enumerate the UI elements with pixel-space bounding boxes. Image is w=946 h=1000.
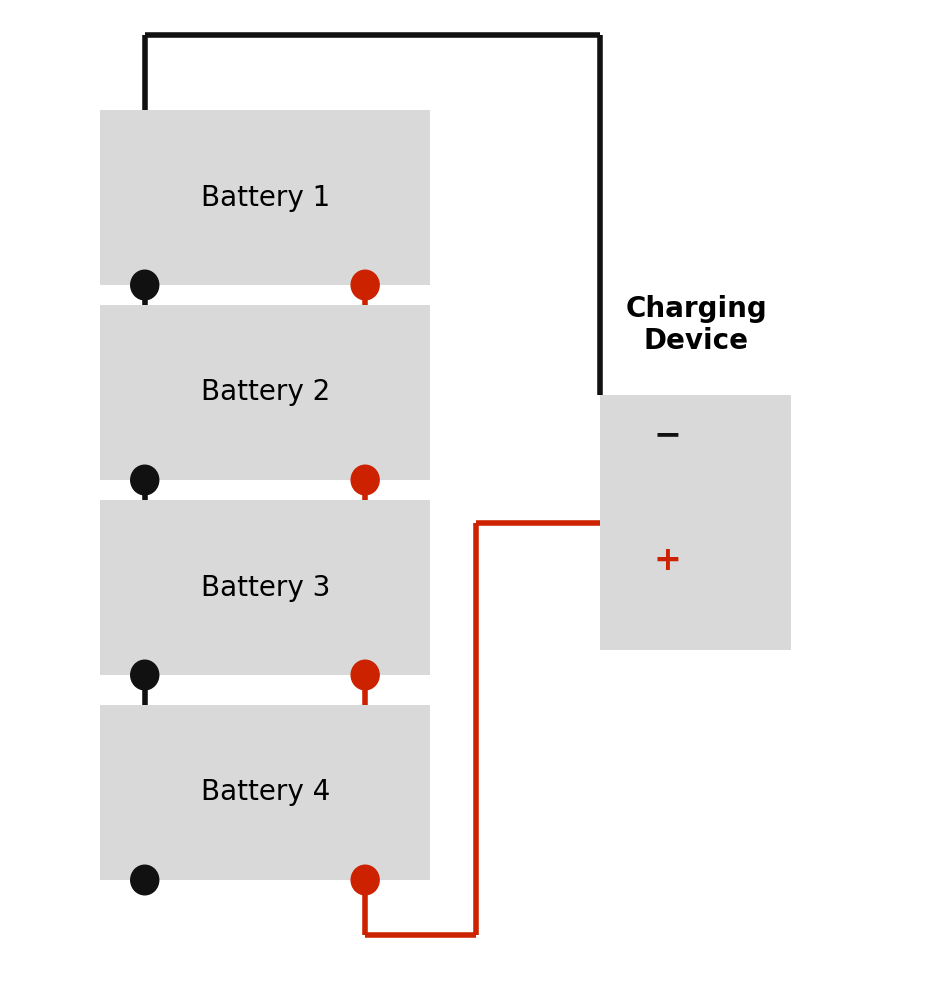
Bar [100, 110, 430, 285]
Circle shape [351, 270, 379, 300]
Circle shape [351, 865, 379, 895]
Circle shape [131, 660, 159, 690]
Text: Battery 1: Battery 1 [201, 184, 330, 212]
Circle shape [131, 465, 159, 495]
Bar [100, 500, 430, 675]
Circle shape [351, 465, 379, 495]
Bar [100, 705, 430, 880]
Text: +: + [654, 544, 682, 576]
Text: Battery 3: Battery 3 [201, 574, 330, 601]
Text: −: − [654, 418, 682, 452]
Text: Charging
Device: Charging Device [625, 295, 767, 355]
Bar [600, 395, 791, 650]
Circle shape [131, 865, 159, 895]
Bar [100, 305, 430, 480]
Text: Battery 4: Battery 4 [201, 778, 330, 806]
Text: Battery 2: Battery 2 [201, 378, 330, 406]
Circle shape [131, 270, 159, 300]
Circle shape [351, 660, 379, 690]
